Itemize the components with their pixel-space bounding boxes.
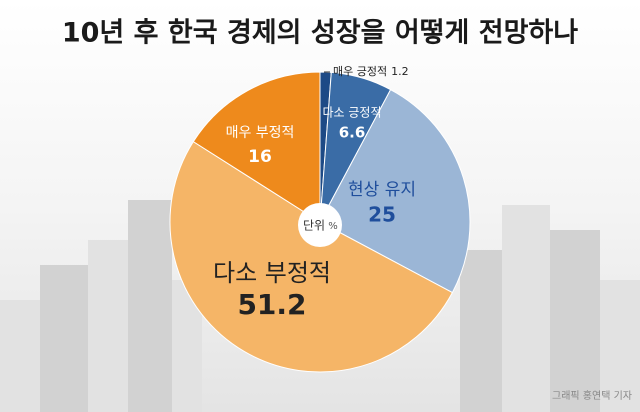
slice-label: 다소 부정적 [213,259,331,287]
pie-slice [192,71,321,223]
value-label: 16 [248,147,272,167]
unit: % [328,221,338,232]
slice-label: 매우 부정적 [226,125,295,141]
center-badge [298,203,342,247]
value-label: 25 [368,203,396,227]
pie-slice [169,140,454,373]
city-background [0,200,640,412]
value-label: 51.2 [237,288,306,321]
unit-label: 단위 [303,219,325,233]
chart-title: 10년 후 한국 경제의 성장을 어떻게 전망하나 [62,18,578,49]
pie [169,71,471,373]
credit: 그래픽 홍연택 기자 [552,389,632,402]
slice-label: 다소 긍정적 [322,106,381,120]
slice-label: 매우 긍정적 [333,65,387,78]
value-label: 1.2 [391,65,409,78]
slice-label: 현상 유지 [348,180,416,200]
value-label: 6.6 [339,124,366,142]
